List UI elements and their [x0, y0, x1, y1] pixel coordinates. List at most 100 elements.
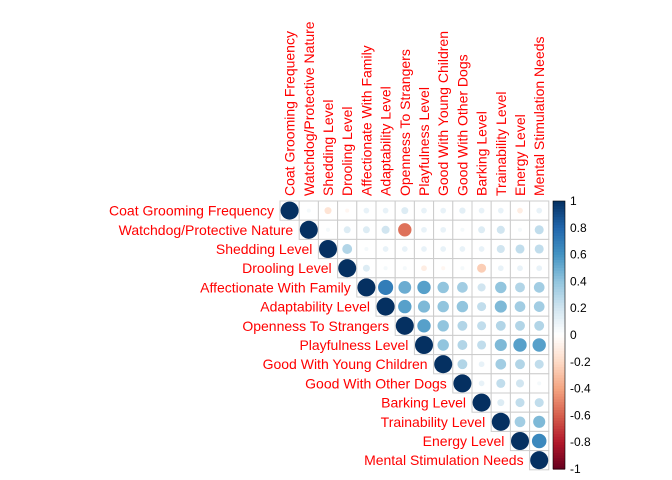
- colorbar-segment: [553, 217, 565, 221]
- row-label: Adaptability Level: [260, 299, 370, 315]
- corr-circle-3-3: [338, 259, 357, 278]
- corr-circle-4-8: [437, 281, 449, 294]
- colorbar-segment: [553, 262, 565, 266]
- row-label: Affectionate With Family: [200, 279, 351, 295]
- colorbar-segment: [553, 434, 565, 438]
- colorbar-segment: [553, 276, 565, 280]
- corr-circle-1-11: [496, 225, 505, 234]
- column-label: Affectionate With Family: [358, 45, 374, 196]
- corr-circle-1-4: [362, 226, 370, 234]
- colorbar-segment: [553, 201, 565, 205]
- colorbar-segment: [553, 300, 565, 304]
- colorbar-segment: [553, 444, 565, 449]
- colorbar-segment: [553, 225, 565, 229]
- corr-circle-3-8: [441, 266, 446, 271]
- colorbar-segment: [553, 254, 565, 258]
- column-label: Good With Other Dogs: [454, 54, 470, 196]
- colorbar-segment: [553, 431, 565, 435]
- colorbar-segment: [553, 407, 565, 411]
- colorbar-segment: [553, 268, 565, 272]
- colorbar-frame: [552, 200, 566, 470]
- column-label: Adaptability Level: [378, 86, 394, 196]
- column-label: Trainability Level: [493, 91, 509, 196]
- row-label: Coat Grooming Frequency: [109, 203, 274, 219]
- corr-circle-2-9: [459, 246, 466, 252]
- colorbar-tick-label: 0.6: [570, 248, 587, 262]
- corr-circle-9-10: [478, 380, 485, 387]
- row-label: Drooling Level: [242, 260, 332, 276]
- colorbar-segment: [553, 332, 565, 336]
- colorbar-segment: [553, 383, 565, 387]
- corr-circle-1-5: [381, 225, 390, 234]
- corr-circle-11-13: [533, 415, 546, 428]
- colorbar-tick-label: 0.8: [570, 221, 587, 235]
- colorbar-segment: [553, 404, 565, 408]
- corr-circle-6-8: [437, 320, 449, 332]
- colorbar-segment: [553, 324, 565, 328]
- row-labels: Coat Grooming Frequency Watchdog/Protecti…: [109, 203, 524, 469]
- corr-circle-1-6: [398, 223, 412, 237]
- corr-circle-2-10: [478, 246, 485, 252]
- row-label: Watchdog/Protective Nature: [119, 222, 294, 238]
- corr-circle-8-8: [434, 355, 453, 374]
- corr-circle-2-4: [364, 246, 369, 252]
- corr-circle-0-6: [401, 207, 409, 215]
- colorbar-tick-label: -0.2: [570, 355, 591, 369]
- colorbar-tick-label: 0.2: [570, 301, 587, 315]
- corr-circle-5-12: [514, 301, 526, 312]
- corr-circle-2-8: [440, 246, 447, 252]
- row-label: Good With Young Children: [263, 356, 428, 372]
- corr-circle-8-10: [478, 361, 485, 368]
- corr-circle-4-7: [417, 280, 431, 295]
- colorbar-segment: [553, 460, 565, 465]
- colorbar-segment: [553, 313, 565, 317]
- corr-circle-0-2: [324, 207, 332, 215]
- colorbar-segment: [553, 452, 565, 457]
- corr-circle-7-12: [513, 338, 527, 352]
- colorbar-segment: [553, 428, 565, 433]
- colorbar-segment: [553, 450, 565, 454]
- colorbar-segment: [553, 447, 565, 451]
- column-label: Openness To Strangers: [397, 49, 413, 196]
- corr-circle-8-9: [457, 359, 468, 370]
- colorbar-segment: [553, 385, 565, 390]
- colorbar-segment: [553, 243, 565, 248]
- colorbar-segment: [553, 305, 565, 309]
- colorbar-segment: [553, 391, 565, 395]
- corr-circle-9-12: [515, 379, 525, 388]
- colorbar-segment: [553, 238, 565, 242]
- colorbar-segment: [553, 426, 565, 430]
- corr-circle-1-10: [478, 226, 486, 234]
- corr-circle-3-5: [383, 266, 388, 271]
- colorbar-tick-label: -1: [570, 462, 581, 476]
- column-label: Shedding Level: [320, 99, 336, 196]
- colorbar-segment: [553, 281, 565, 285]
- colorbar-segment: [553, 343, 565, 347]
- corr-circle-5-13: [533, 301, 545, 312]
- colorbar-segment: [553, 340, 565, 344]
- colorbar-segment: [553, 439, 565, 443]
- colorbar-segment: [553, 289, 565, 293]
- column-label: Coat Grooming Frequency: [282, 31, 298, 196]
- row-label: Mental Stimulation Needs: [364, 452, 524, 468]
- corr-circle-5-7: [417, 300, 431, 313]
- corr-circle-3-11: [497, 265, 504, 272]
- colorbar-segment: [553, 235, 565, 240]
- colorbar-segment: [553, 359, 565, 363]
- corr-circle-6-13: [534, 320, 545, 331]
- corr-circle-0-7: [421, 207, 427, 214]
- corr-circle-10-12: [515, 398, 525, 408]
- corr-circle-2-13: [534, 244, 544, 254]
- column-labels: Coat Grooming Frequency Watchdog/Protecti…: [282, 21, 548, 196]
- row-label: Playfulness Level: [299, 337, 408, 353]
- corr-circle-10-10: [472, 393, 491, 412]
- colorbar-segment: [553, 399, 565, 403]
- colorbar-segment: [553, 265, 565, 269]
- corr-circle-4-5: [378, 279, 394, 295]
- corr-circle-1-1: [299, 220, 318, 239]
- colorbar-segment: [553, 420, 565, 425]
- corr-circle-5-11: [494, 300, 507, 313]
- colorbar-segment: [553, 227, 565, 232]
- colorbar-segment: [553, 310, 565, 315]
